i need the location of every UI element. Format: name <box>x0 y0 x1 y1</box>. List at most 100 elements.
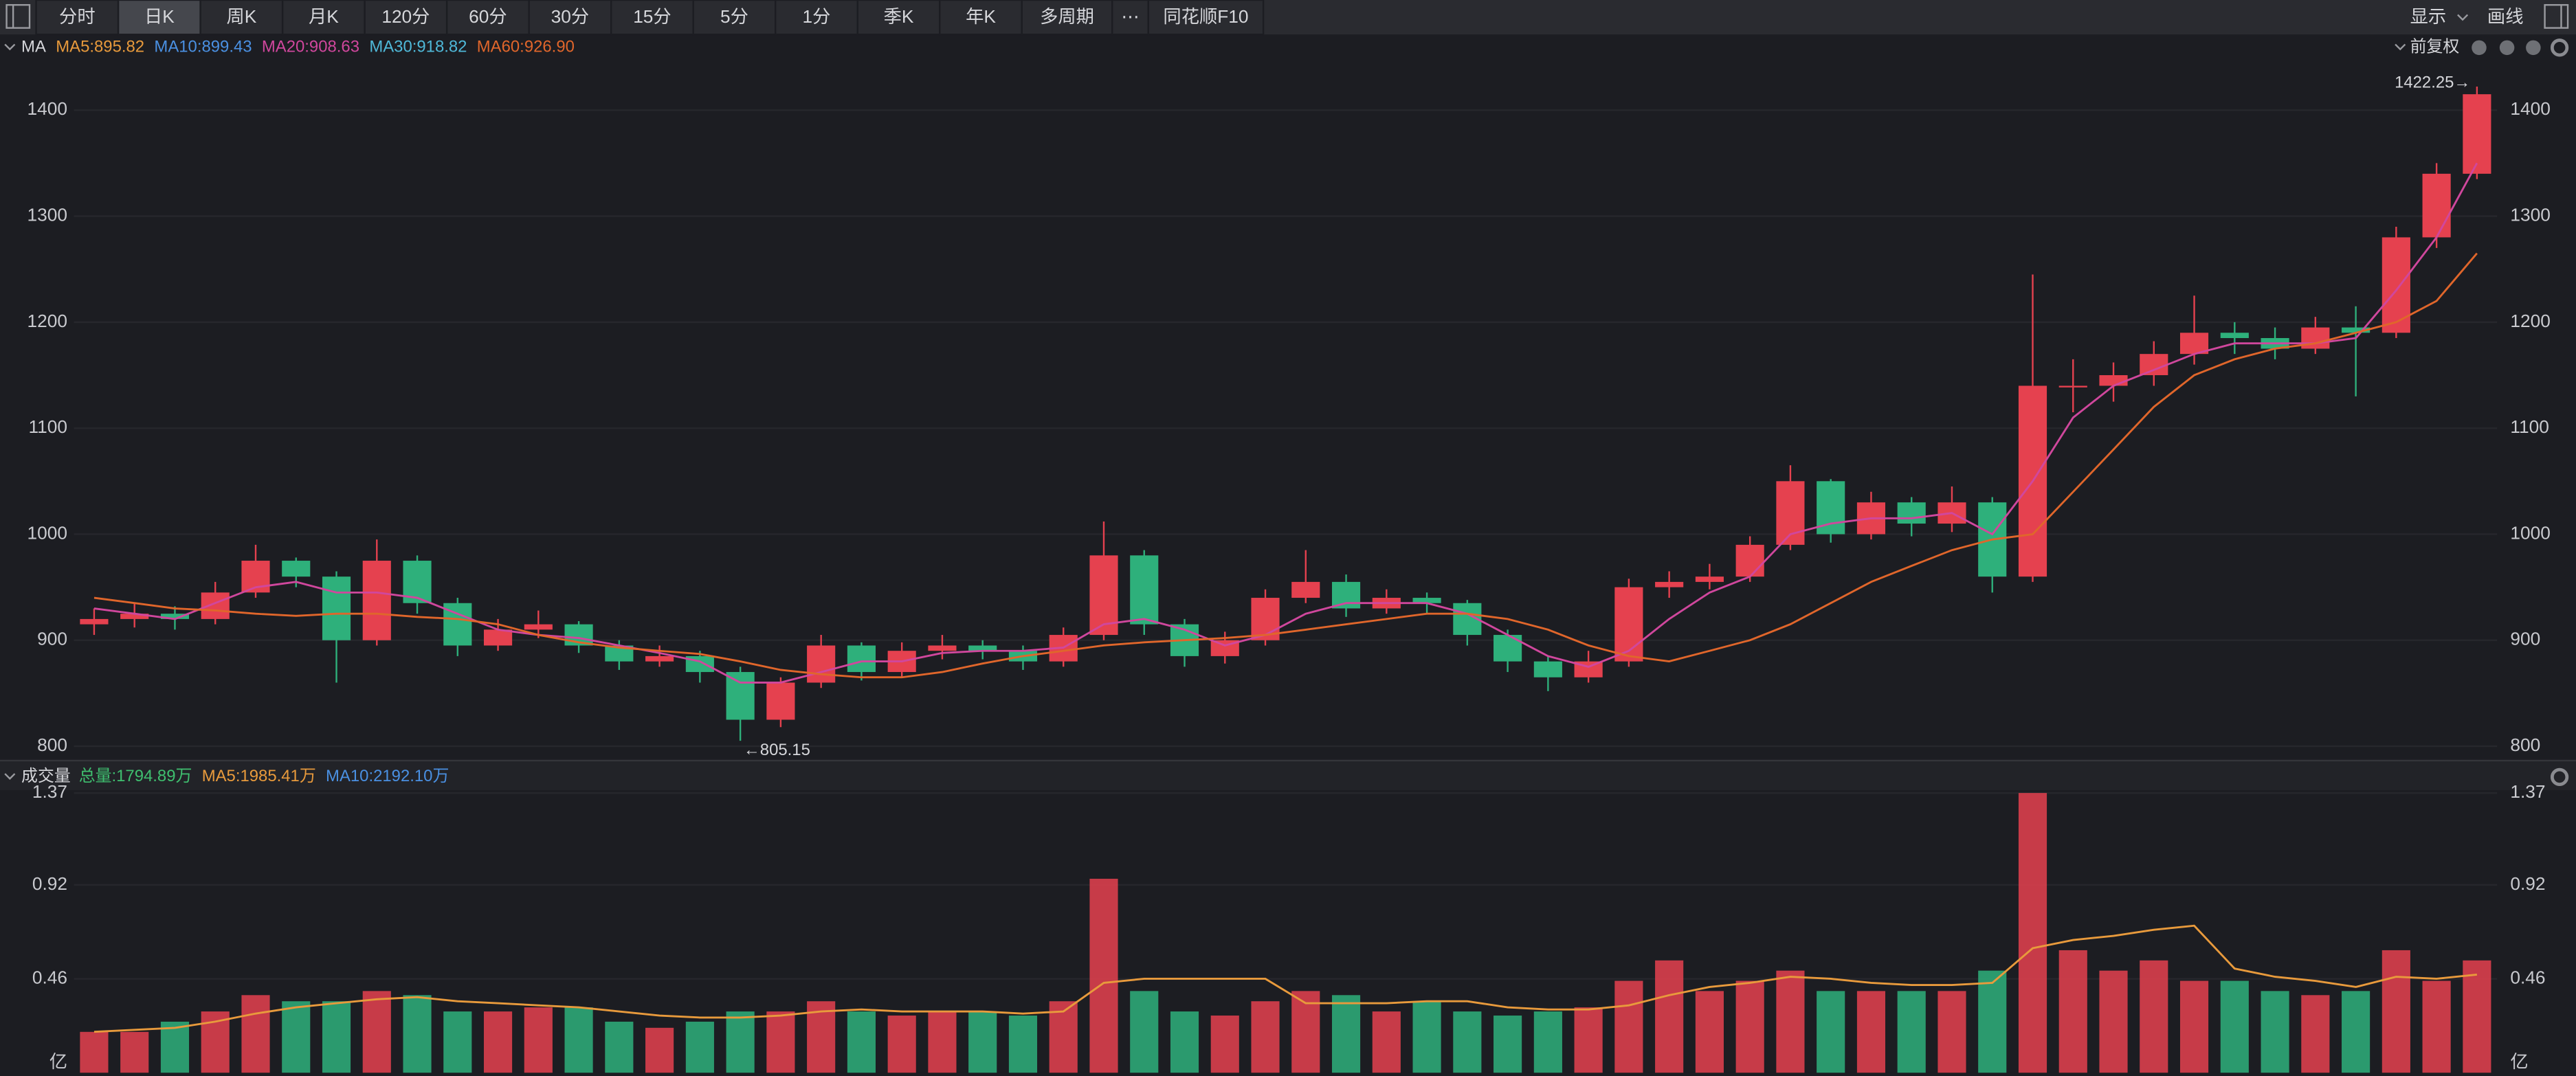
candle-body <box>1897 502 1926 524</box>
volume-bar <box>564 1007 593 1073</box>
volume-bar <box>1695 991 1724 1073</box>
legend-item: MA5:895.82 <box>56 38 144 56</box>
toolbar-right[interactable]: 显示 <box>2410 6 2447 27</box>
settings-button[interactable] <box>2550 767 2569 787</box>
candle-body <box>1291 581 1320 598</box>
tab-label: 年K <box>966 6 996 27</box>
candle-body <box>524 624 553 630</box>
volume-bar <box>1049 1001 1078 1073</box>
volume-bar <box>1291 991 1320 1073</box>
min-price-label: ←805.15 <box>744 741 810 759</box>
candle-body <box>1695 576 1724 582</box>
y-tick-label: 900 <box>37 629 67 649</box>
candle-body <box>968 645 997 651</box>
volume-bar <box>2463 960 2491 1073</box>
adjust-caret <box>2395 43 2406 51</box>
y-tick-label: 1.37 <box>32 781 67 802</box>
volume-bar <box>483 1011 513 1073</box>
panel-toggle[interactable] <box>2544 3 2569 29</box>
volume-bar <box>160 1021 190 1073</box>
y-tick-label-right: 1300 <box>2510 205 2550 225</box>
y-tick-label: 1400 <box>27 98 67 119</box>
tab-button[interactable] <box>775 0 858 36</box>
volume-bar <box>403 995 432 1073</box>
y-tick-label: 0.92 <box>32 873 67 894</box>
candle-body <box>282 561 311 577</box>
volume-bar <box>2301 995 2330 1073</box>
candle-body <box>2220 333 2249 339</box>
candle-body <box>120 614 149 619</box>
candle-body <box>1494 635 1522 662</box>
volume-bar <box>2099 970 2128 1073</box>
tab-label: 60分 <box>469 6 507 27</box>
dropdown-caret <box>2457 14 2469 21</box>
volume-bar <box>1130 991 1159 1073</box>
candle-body <box>928 645 957 651</box>
zoom-button[interactable] <box>2472 40 2487 56</box>
tab-button[interactable] <box>35 0 120 36</box>
volume-bar <box>1210 1016 1239 1073</box>
zoom-button[interactable] <box>2499 40 2515 56</box>
y-tick-label: 1100 <box>28 416 67 437</box>
volume-bar <box>443 1011 472 1073</box>
y-tick-label-right: 1000 <box>2510 522 2550 543</box>
tab-label: 15分 <box>633 6 671 27</box>
legend-item: MA60:926.90 <box>477 38 575 56</box>
candle-body <box>2179 333 2209 355</box>
legend-item: MA5:1985.41万 <box>202 767 316 785</box>
tab-button[interactable] <box>528 0 612 36</box>
volume-bar <box>1776 970 1805 1073</box>
volume-bar <box>847 1011 876 1073</box>
volume-bar <box>1372 1011 1401 1073</box>
candle-body <box>1614 587 1643 662</box>
tab-button[interactable] <box>692 0 777 36</box>
sidebar-toggle[interactable] <box>5 3 31 29</box>
volume-bar <box>120 1031 149 1073</box>
volume-bar <box>1170 1011 1199 1073</box>
tab-button[interactable] <box>1147 0 1265 36</box>
toolbar-right[interactable]: 画线 <box>2487 6 2524 27</box>
volume-bar <box>2381 950 2410 1073</box>
legend-item: MA10:899.43 <box>154 38 252 56</box>
tab-button[interactable] <box>281 0 366 36</box>
volume-bar <box>322 1001 351 1073</box>
tab-button[interactable] <box>117 0 201 36</box>
volume-bar <box>2140 960 2168 1073</box>
volume-bar <box>726 1011 755 1073</box>
candle-body <box>1655 581 1684 587</box>
zoom-button[interactable] <box>2526 40 2541 56</box>
volume-bar <box>928 1011 957 1073</box>
ma-line <box>93 162 2478 684</box>
unit-label-right: 亿 <box>2510 1051 2528 1072</box>
candle-body <box>766 682 795 720</box>
y-tick-label-right: 0.92 <box>2510 873 2545 894</box>
y-tick-label-right: 0.46 <box>2510 967 2545 987</box>
y-tick-label: 1200 <box>27 311 67 331</box>
y-tick-label-right: 1.37 <box>2510 781 2545 802</box>
tab-button[interactable] <box>364 0 448 36</box>
tab-label: 多周期 <box>1040 6 1094 27</box>
settings-button[interactable] <box>2550 38 2569 57</box>
volume-bar <box>1735 980 1764 1073</box>
volume-bar <box>1937 991 1966 1073</box>
adjust-mode[interactable]: 前复权 <box>2410 38 2460 56</box>
volume-bar <box>2422 980 2451 1073</box>
tab-label: 120分 <box>381 6 430 27</box>
volume-bar <box>2261 991 2289 1073</box>
tab-button[interactable] <box>939 0 1023 36</box>
tab-label: 周K <box>226 6 256 27</box>
candle-body <box>1130 555 1159 625</box>
volume-bar <box>1251 1001 1280 1073</box>
candle-body <box>847 645 876 673</box>
y-tick-label-right: 800 <box>2510 735 2540 755</box>
candle-body <box>80 618 109 625</box>
tab-label: 同花顺F10 <box>1163 6 1248 27</box>
candle-body <box>483 629 513 646</box>
max-price-label: 1422.25→ <box>2395 73 2470 91</box>
tab-button[interactable] <box>856 0 941 36</box>
tab-button[interactable] <box>1111 0 1150 36</box>
y-tick-label-right: 1400 <box>2510 98 2550 119</box>
tab-button[interactable] <box>445 0 530 36</box>
y-tick-label: 800 <box>37 735 67 755</box>
